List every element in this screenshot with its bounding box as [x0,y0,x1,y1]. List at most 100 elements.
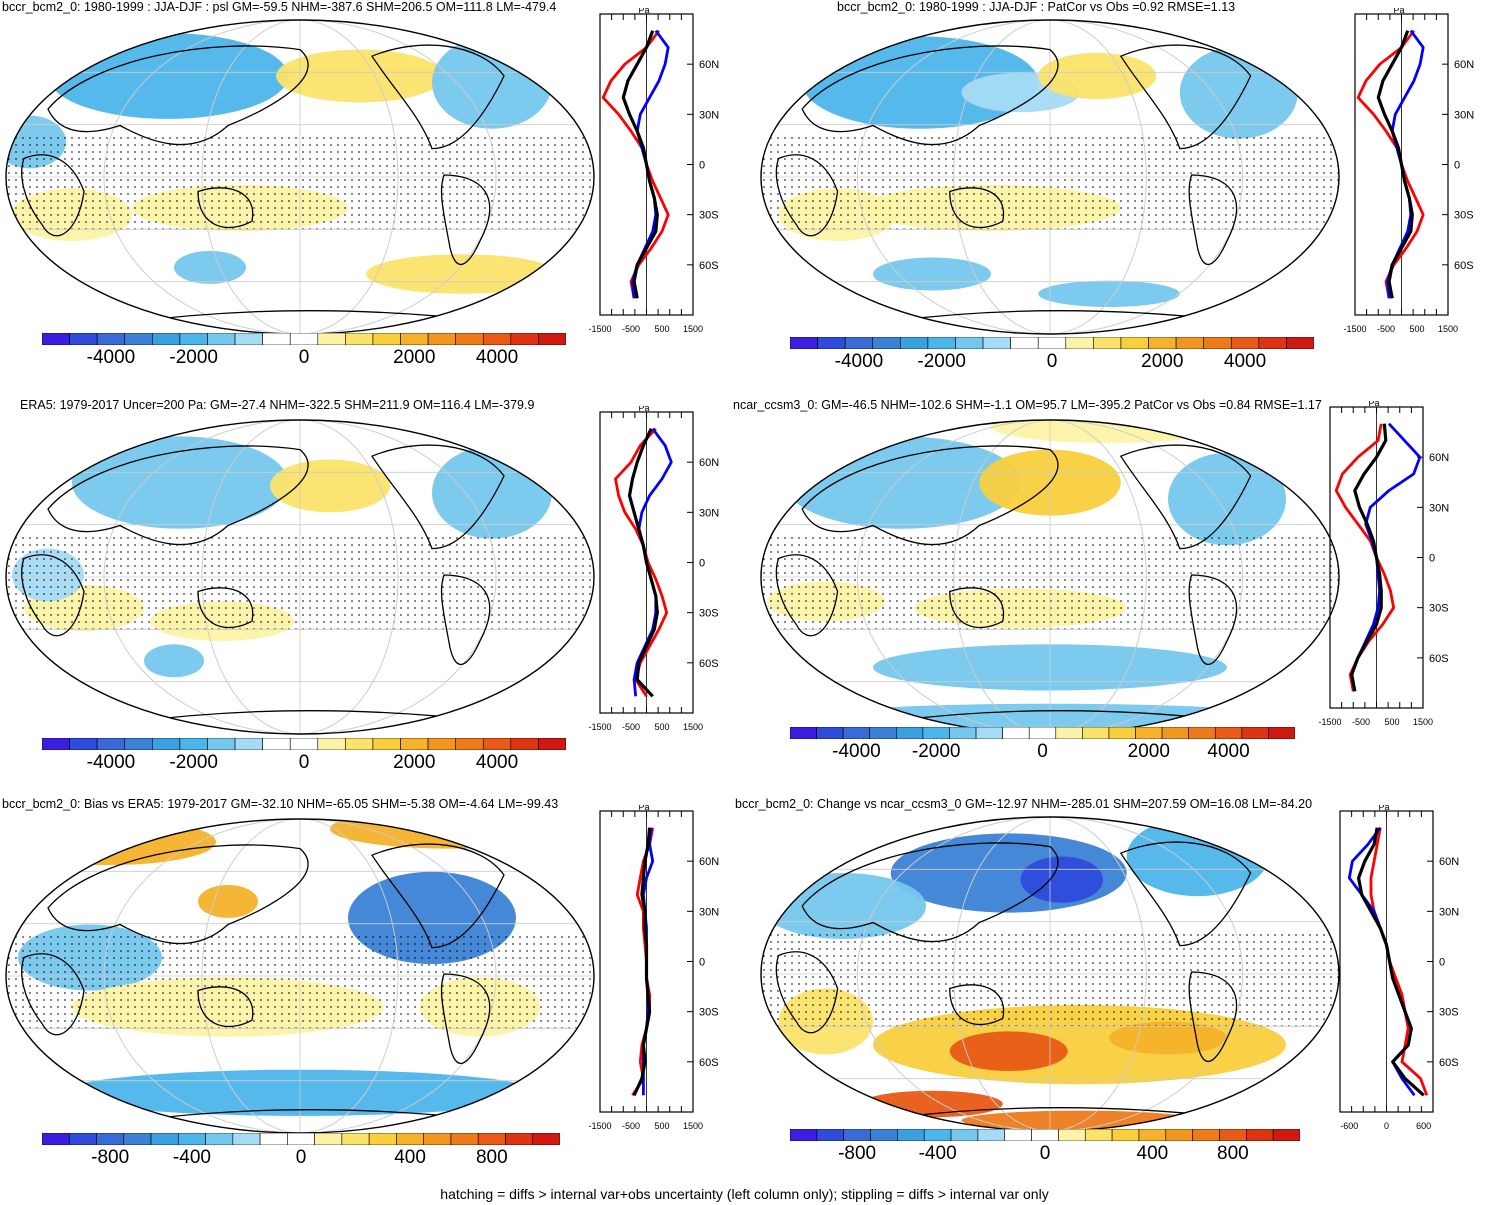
coastline [1188,174,1238,266]
world-map [760,19,1340,335]
colorbar-labels: -4000 -2000 0 2000 4000 [42,752,566,776]
world-map [5,419,595,735]
colorbar-swatch [538,738,566,750]
colorbar-swatch [1219,1129,1247,1141]
colorbar-swatch [427,738,456,750]
colorbar-tick-label: -2000 [911,741,961,762]
zonal-profile: Pa 60N 30N 0 30S 60S -1500 -500 500 1500 [1318,401,1449,727]
colorbar-swatch [1108,727,1136,739]
graticule-line [856,20,1244,334]
profile-x-label: -1500 [588,1121,611,1131]
coastline [801,445,1059,546]
colorbar-swatch [400,333,429,345]
graticule-line [953,420,1147,734]
colorbar-swatch [482,333,512,345]
zonal-profile: Pa 60N 30N 0 30S 60S -1500 -500 500 1500 [588,8,719,334]
colorbar-swatch [1031,1129,1059,1141]
colorbar-tick-label: -2000 [917,351,966,372]
coastline [47,45,309,146]
anomaly-region [330,819,570,849]
colorbar-swatch [1058,1129,1086,1141]
colorbar-swatch [317,738,346,750]
colorbar-tick-label: -4000 [834,351,884,372]
profile-lat-label: 60S [699,1057,719,1069]
colorbar-labels: -4000 -2000 0 2000 4000 [42,347,566,371]
colorbar-swatch [124,738,153,750]
colorbar-swatch [872,337,901,349]
profile-series-model [1376,30,1414,299]
profile-lat-label: 30N [1439,906,1459,918]
profile-x-label: -500 [1377,324,1395,334]
profile-lat-label: 30S [1454,210,1474,222]
coastline [949,587,1005,629]
colorbar-tick-label: -800 [838,1143,877,1164]
colorbar-swatch [1268,727,1295,739]
profile-x-label: -1500 [1343,324,1366,334]
coastline [440,574,491,666]
anomaly-region [873,257,991,291]
colorbar-swatch [1241,727,1269,739]
coastline [47,844,309,945]
coastline [1188,971,1238,1063]
profile-lat-label: 30N [699,507,719,519]
profile-series-model [1350,423,1388,692]
colorbar-swatch [1004,1129,1032,1141]
colorbar-swatch [1272,1129,1300,1141]
colorbar-swatch [1065,337,1094,349]
panel-1: bccr_bcm2_0: 1980-1999 : JJA-DJF : psl G… [0,0,744,400]
profile-x-label: -1500 [588,722,611,732]
anomaly-region [276,49,444,103]
zonal-profile: Pa 60N 30N 0 30S 60S -1500 -500 500 1500 [588,406,719,732]
colorbar-swatch [790,727,817,739]
colorbar-swatch [178,1133,206,1145]
map-field [6,819,594,1133]
colorbar-swatch [400,738,429,750]
coastline [949,187,1005,229]
anomaly-region [198,884,258,918]
colorbar-tick-label: 800 [475,1147,508,1168]
profile-lat-label: 0 [699,160,705,172]
colorbar [42,333,566,345]
profile-lat-label: 30S [699,210,719,222]
colorbar-swatch [844,337,874,349]
colorbar-swatch [96,333,126,345]
colorbar-swatch [927,337,956,349]
profile-unit-label: Pa [1369,401,1380,408]
panel-title: bccr_bcm2_0: 1980-1999 : JJA-DJF : psl G… [2,0,557,14]
graticule-line [103,420,497,734]
colorbar-swatch [207,333,236,345]
colorbar-swatch [262,738,291,750]
coastline [801,45,1059,146]
coastline [775,951,839,1034]
colorbar-swatch [870,1129,898,1141]
colorbar-swatch [1084,1129,1113,1141]
colorbar-labels: -800 -400 0 400 800 [790,1143,1300,1167]
profile-x-label: -500 [622,722,640,732]
colorbar-swatch [232,1133,261,1145]
colorbar-swatch [900,337,929,349]
profile-series-red [601,29,670,299]
colorbar-swatch [1082,727,1110,739]
profile-x-label: 1500 [1413,717,1433,727]
panel-2: bccr_bcm2_0: 1980-1999 : JJA-DJF : PatCo… [745,0,1489,400]
coastline [440,174,491,266]
profile-unit-label: Pa [639,8,650,15]
colorbar-tick-label: 4000 [475,752,519,773]
colorbar-swatch [423,1133,452,1145]
profile-lat-label: 0 [699,957,705,969]
colorbar-swatch [124,333,153,345]
profile-lat-label: 60S [699,260,719,272]
coastline [949,984,1005,1026]
profile-unit-label: Pa [639,805,650,812]
coastline [801,842,1059,943]
colorbar-swatch [396,1133,424,1145]
profile-lat-label: 30N [1454,109,1474,121]
colorbar-swatch [816,1129,844,1141]
colorbar-swatch [450,1133,479,1145]
profile-lat-label: 0 [699,558,705,570]
profile-series-blue [632,427,673,697]
profile-series-model [627,428,659,698]
profile-series-red [1356,29,1425,299]
colorbar-swatch [368,1133,397,1145]
profile-lat-label: 30N [699,906,719,918]
